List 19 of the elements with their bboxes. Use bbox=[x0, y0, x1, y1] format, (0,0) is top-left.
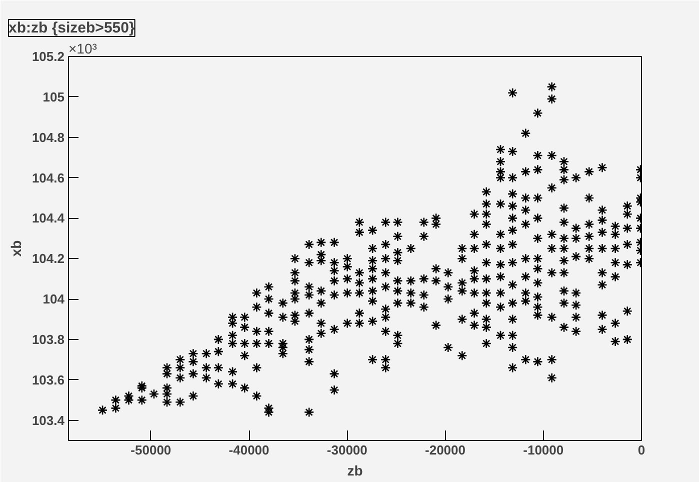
y-tick-label: 104.4 bbox=[32, 210, 66, 226]
x-tick-label: -30000 bbox=[326, 442, 368, 458]
y-tick-label: 103.4 bbox=[32, 412, 66, 428]
x-axis-title: zb bbox=[347, 462, 363, 478]
x-tick-label: 0 bbox=[638, 442, 646, 458]
x-tick-label: -20000 bbox=[425, 442, 466, 458]
y-tick-label: 103.8 bbox=[32, 332, 65, 347]
x-tick-label: -10000 bbox=[523, 442, 564, 458]
y-tick-label: 104.8 bbox=[32, 130, 65, 145]
x-tick-label: -50000 bbox=[130, 442, 172, 458]
y-tick-label: 104 bbox=[42, 292, 66, 307]
annotation: ×10³ bbox=[68, 40, 98, 56]
y-tick-label: 103.6 bbox=[32, 372, 65, 388]
x-tick-label: -40000 bbox=[228, 442, 270, 458]
y-axis-title: xb bbox=[8, 240, 24, 257]
y-tick-label: 105.2 bbox=[32, 49, 65, 64]
y-tick-label: 104.2 bbox=[32, 251, 65, 266]
y-tick-label: 104.6 bbox=[32, 170, 65, 186]
y-tick-label: 105 bbox=[42, 89, 65, 104]
